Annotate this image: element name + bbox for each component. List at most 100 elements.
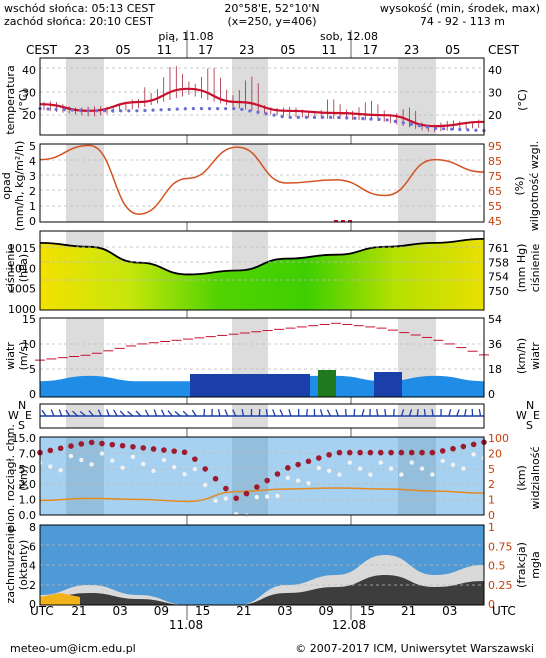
dir-w-left: W — [8, 409, 19, 422]
cloud-base-point — [275, 493, 280, 499]
humidity-tick-right: 85 — [488, 155, 502, 168]
cloud-extent-point — [233, 495, 239, 502]
cloud-extent-point — [336, 449, 343, 456]
temp-label: temperatura — [4, 65, 17, 134]
dewpoint-point — [175, 107, 179, 111]
temp-night — [232, 58, 268, 135]
temp-unit-right: (°C) — [516, 89, 529, 111]
cloud-extent-point — [439, 448, 446, 454]
direction-arrow — [113, 409, 118, 417]
direction-arrow — [306, 408, 308, 417]
wind-tick-right: 18 — [488, 363, 502, 376]
dir-n-left: N — [18, 399, 26, 412]
temp-night — [66, 58, 104, 135]
coords-text: 20°58'E, 52°10'N — [224, 2, 319, 15]
direction-arrow — [319, 409, 324, 417]
visibility-label: widzialność — [529, 446, 542, 509]
dewpoint-point — [320, 115, 325, 119]
grid-text: (x=250, y=406) — [227, 15, 316, 28]
clouds-tick-left: 0 — [29, 598, 36, 611]
clouds-frame — [39, 524, 485, 606]
direction-arrow — [326, 409, 331, 417]
visibility-night — [398, 437, 436, 515]
cloud-extent-point — [130, 443, 136, 450]
humidity-unit: (%) — [513, 176, 526, 195]
fog-area — [40, 593, 80, 605]
dewpoint-point — [119, 109, 123, 113]
fog-label: mgła — [529, 551, 542, 579]
dewpoint-point — [280, 115, 284, 119]
top-hour-label: 23 — [404, 43, 419, 57]
direction-arrow — [58, 409, 63, 417]
pressure-tick-left: 1010 — [8, 262, 36, 275]
cloud-extent-point — [109, 441, 116, 448]
wind-tick-left: 15 — [22, 313, 36, 326]
direction-arrow — [160, 409, 166, 417]
direction-arrow — [408, 409, 413, 417]
dewpoint-point — [78, 108, 82, 112]
top-axis: CEST CEST pią, 11.08 sob, 12.08 23 05 11 17… — [26, 30, 520, 57]
cloud-extent-point — [88, 439, 95, 446]
direction-arrow — [217, 408, 221, 417]
top-hour-labels: 23 05 11 17 23 05 11 17 23 05 — [74, 43, 460, 57]
dewpoint-point — [425, 125, 430, 129]
direction-arrow — [182, 410, 189, 417]
direction-arrow — [384, 408, 387, 417]
clouds-tick-left: 4 — [29, 560, 36, 573]
cloud-extent-point — [398, 449, 405, 456]
visibility-tick-right: 5 — [488, 463, 495, 476]
cloud-base-point — [316, 465, 321, 471]
direction-frame — [39, 403, 485, 429]
direction-arrow — [400, 409, 405, 417]
dewpoint-point — [248, 109, 252, 113]
dewpoint-point — [296, 115, 300, 119]
direction-arrow — [127, 411, 134, 417]
cloud-base-point — [337, 472, 342, 477]
dewpoint-point — [199, 107, 204, 111]
tz-right: CEST — [488, 43, 520, 57]
footer-email[interactable]: meteo-um@icm.edu.pl — [10, 642, 136, 655]
direction-arrow — [50, 409, 55, 417]
dewpoint-point — [337, 115, 341, 120]
direction-arrow — [431, 408, 434, 417]
visibility-tick-left: 5.0 — [19, 463, 37, 476]
dewpoint-point — [377, 117, 381, 121]
temp-tick-left: 30 — [22, 87, 36, 100]
dewpoint-point — [466, 128, 470, 132]
wind-label-right: wiatr — [529, 342, 542, 370]
fog-unit: (frakcja) — [515, 542, 528, 588]
wind-gust-block — [318, 370, 336, 397]
cloud-base-point — [399, 472, 404, 477]
utc-right: UTC — [492, 604, 516, 618]
cloud-extent-point — [171, 448, 178, 454]
visibility-unit: (km) — [515, 465, 528, 491]
temp-tick-right: 20 — [488, 109, 502, 122]
bottom-hour-label: 15 — [360, 604, 375, 618]
utc-left: UTC — [30, 604, 54, 618]
cloud-base-point — [89, 462, 94, 467]
cloud-base-point — [471, 452, 476, 457]
direction-arrow — [258, 408, 261, 417]
fog-tick-right: 1 — [488, 521, 495, 534]
cloud-extent-point — [429, 449, 436, 456]
dewpoint-point — [151, 108, 155, 112]
cloud-base-point — [357, 466, 363, 471]
visibility-tick-left: 0.0 — [19, 509, 37, 522]
dewpoint-point — [143, 108, 147, 113]
wind-label: wiatr — [4, 342, 17, 370]
pressure-label-right: ciśnienie — [529, 244, 542, 293]
clouds-label: zachmurzenie — [4, 526, 17, 603]
pressure-tick-right: 750 — [488, 285, 509, 298]
visibility-tick-left: 7.0 — [19, 447, 37, 460]
dewpoint-point — [167, 107, 171, 112]
direction-arrow — [65, 409, 71, 417]
top-hour-label: 05 — [116, 43, 131, 57]
cloud-extent-point — [377, 449, 384, 456]
precip-night — [232, 144, 268, 222]
header: wschód słońca: 05:13 CEST zachód słońca:… — [4, 2, 540, 28]
dewpoint-point — [353, 116, 357, 120]
visibility-tick-right: 1 — [488, 494, 495, 507]
clouds-tick-left: 6 — [29, 540, 36, 553]
visibility-tick-right: 100 — [488, 432, 509, 445]
cloud-base-point — [172, 464, 177, 470]
